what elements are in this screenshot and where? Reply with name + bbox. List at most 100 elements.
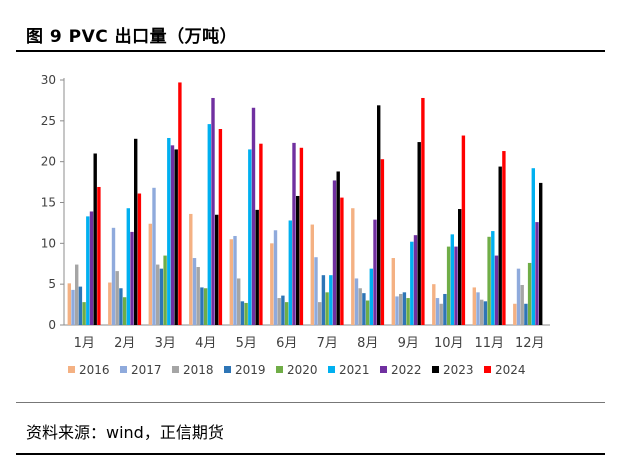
bar-2022-3 (170, 145, 175, 325)
bar-2017-8 (354, 278, 359, 325)
bar-2024-4 (218, 129, 223, 325)
bar-2016-5 (229, 239, 233, 325)
bar-2021-4 (207, 124, 211, 325)
bar-2022-10 (454, 246, 458, 325)
source-text: 资料来源：wind，正信期货 (26, 423, 224, 442)
legend-label-2024: 2024 (495, 363, 526, 377)
bar-2019-11 (483, 301, 488, 325)
legend-swatch-2019 (224, 366, 231, 373)
bar-2016-7 (310, 224, 314, 325)
bar-2018-11 (480, 299, 484, 325)
bar-2018-9 (399, 293, 403, 325)
legend-label-2021: 2021 (339, 363, 370, 377)
legend-swatch-2020 (276, 366, 283, 373)
bar-2021-10 (450, 234, 454, 325)
source-footer: 资料来源：wind，正信期货 (16, 402, 605, 455)
bar-2016-11 (472, 287, 476, 325)
legend-swatch-2023 (432, 366, 439, 373)
bar-2022-8 (373, 219, 377, 325)
figure-header: 图 9 PVC 出口量（万吨） (16, 10, 605, 52)
legend-swatch-2018 (172, 366, 179, 373)
bar-2018-4 (196, 267, 200, 325)
bar-2019-10 (443, 293, 447, 325)
bar-2016-10 (432, 284, 436, 325)
bar-2016-3 (148, 223, 152, 325)
bar-2018-10 (439, 303, 443, 325)
bar-2017-3 (152, 187, 156, 325)
bar-2020-2 (122, 297, 127, 325)
x-tick-label: 11月 (474, 336, 504, 351)
legend-swatch-2024 (484, 366, 491, 373)
bar-2019-8 (362, 293, 366, 325)
pvc-export-chart: 0 5 10 15 20 25 30 1月 2月 3月 4月 5月 6月 7月 8月 9月 10月 11月 12月 2… (41, 73, 550, 377)
bar-2022-2 (130, 231, 134, 325)
bar-2021-2 (126, 208, 130, 325)
bar-2021-6 (288, 220, 292, 325)
bar-2023-3 (174, 149, 178, 325)
bar-2018-7 (318, 302, 322, 325)
bar-2022-6 (292, 142, 296, 325)
legend-label-2020: 2020 (287, 363, 318, 377)
legend-swatch-2022 (380, 366, 387, 373)
bar-2017-6 (273, 230, 278, 325)
bar-2023-9 (417, 142, 421, 325)
bar-2017-1 (71, 289, 75, 325)
bar-2017-2 (111, 227, 116, 325)
bar-2020-10 (446, 246, 451, 325)
bar-2016-2 (108, 282, 112, 325)
bar-2023-12 (539, 182, 543, 325)
bar-2019-9 (402, 292, 407, 325)
bar-2024-3 (178, 82, 182, 325)
y-tick-label: 10 (41, 236, 56, 250)
bar-2022-9 (413, 235, 418, 325)
bar-2023-11 (498, 166, 502, 325)
legend-label-2022: 2022 (391, 363, 422, 377)
bar-2016-8 (351, 208, 355, 325)
bar-2023-6 (296, 195, 300, 325)
bar-2018-3 (156, 264, 160, 325)
bar-2016-6 (270, 243, 274, 325)
bar-2016-9 (391, 258, 395, 325)
bar-2022-11 (494, 255, 499, 325)
x-tick-label: 12月 (515, 336, 545, 351)
figure-title: 图 9 PVC 出口量（万吨） (26, 27, 238, 47)
legend-swatch-2021 (328, 366, 335, 373)
x-tick-label: 6月 (276, 336, 297, 351)
bar-2021-5 (248, 149, 252, 325)
bar-2017-11 (476, 292, 480, 325)
bar-2024-10 (461, 135, 466, 325)
bar-2019-7 (321, 275, 326, 325)
x-tick-label: 1月 (74, 336, 95, 351)
bar-2016-4 (189, 213, 193, 325)
bar-2024-7 (340, 197, 344, 325)
bar-2023-8 (377, 105, 381, 325)
bar-2019-12 (524, 303, 528, 325)
bar-2022-5 (251, 107, 256, 325)
bar-2022-12 (535, 222, 539, 325)
x-tick-label: 10月 (434, 336, 464, 351)
bar-2020-3 (163, 255, 167, 325)
bar-2024-5 (259, 143, 263, 325)
legend-label-2016: 2016 (79, 363, 110, 377)
bar-2017-7 (314, 257, 318, 325)
bar-2024-11 (502, 151, 506, 325)
legend-swatch-2016 (68, 366, 75, 373)
bar-2020-4 (203, 288, 208, 325)
bar-2022-7 (332, 180, 337, 325)
y-tick-label: 5 (48, 277, 56, 291)
bar-2024-1 (97, 186, 101, 325)
bar-2019-5 (240, 301, 245, 325)
bar-2023-10 (458, 209, 462, 325)
legend-label-2018: 2018 (183, 363, 214, 377)
x-tick-label: 8月 (357, 336, 378, 351)
x-tick-label: 3月 (155, 336, 176, 351)
bar-2021-3 (167, 137, 171, 325)
y-tick-label: 25 (41, 114, 56, 128)
y-tick-label: 30 (41, 73, 56, 87)
bar-2021-1 (86, 216, 90, 325)
bar-2023-1 (93, 153, 97, 325)
bar-2020-11 (487, 236, 491, 325)
legend-swatch-2017 (120, 366, 127, 373)
bar-2017-10 (435, 298, 440, 325)
bar-2016-1 (67, 283, 71, 325)
